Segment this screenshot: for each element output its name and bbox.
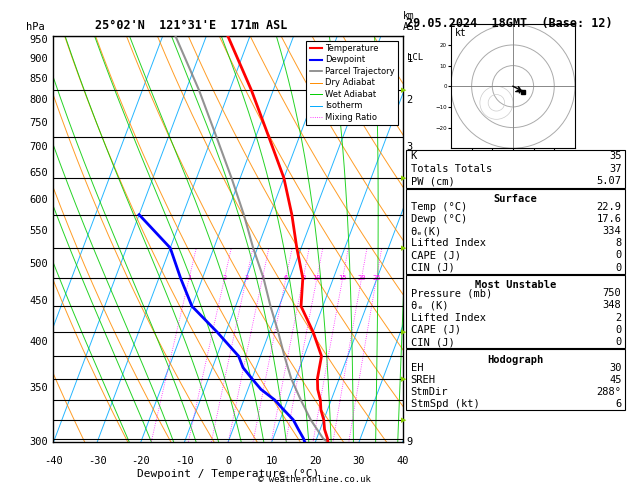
Text: 35: 35 [609,151,621,161]
Text: 400: 400 [30,337,48,347]
Text: 900: 900 [30,54,48,64]
Text: 2: 2 [407,95,413,105]
Legend: Temperature, Dewpoint, Parcel Trajectory, Dry Adiabat, Wet Adiabat, Isotherm, Mi: Temperature, Dewpoint, Parcel Trajectory… [306,41,398,125]
Text: Lifted Index: Lifted Index [411,238,486,248]
Text: 300: 300 [30,437,48,447]
Text: 30: 30 [353,456,365,467]
Text: 950: 950 [30,35,48,45]
Text: 25: 25 [372,275,381,281]
Text: kt: kt [455,28,467,38]
Text: 17.6: 17.6 [596,214,621,224]
Text: 600: 600 [30,195,48,206]
Text: 0: 0 [225,456,231,467]
Text: -30: -30 [87,456,106,467]
Text: 2: 2 [615,312,621,323]
Text: 30: 30 [609,363,621,373]
Text: 3: 3 [244,275,248,281]
Text: 29.05.2024  18GMT  (Base: 12): 29.05.2024 18GMT (Base: 12) [406,17,612,30]
Text: 350: 350 [30,383,48,394]
Text: 450: 450 [30,296,48,306]
Text: 650: 650 [30,168,48,177]
Text: hPa: hPa [26,22,44,33]
Text: 15: 15 [338,275,347,281]
Text: ▶: ▶ [401,417,407,423]
Text: 6: 6 [407,296,413,306]
Text: 0: 0 [615,262,621,273]
Text: 40: 40 [396,456,409,467]
Text: PW (cm): PW (cm) [411,176,455,186]
Text: © weatheronline.co.uk: © weatheronline.co.uk [258,474,371,484]
Text: θₑ(K): θₑ(K) [411,226,442,236]
Text: Dewpoint / Temperature (°C): Dewpoint / Temperature (°C) [137,469,319,479]
Text: 750: 750 [603,288,621,298]
Text: 0: 0 [615,250,621,260]
Text: km
ASL: km ASL [403,11,420,33]
Text: Dewp (°C): Dewp (°C) [411,214,467,224]
Text: 7: 7 [407,337,413,347]
Text: -40: -40 [44,456,63,467]
Text: 288°: 288° [596,387,621,397]
Text: Most Unstable: Most Unstable [474,280,556,290]
Text: 25°02'N  121°31'E  171m ASL: 25°02'N 121°31'E 171m ASL [96,19,287,33]
Text: 5.07: 5.07 [596,176,621,186]
Text: 0: 0 [615,337,621,347]
Text: 800: 800 [30,95,48,105]
Text: CAPE (J): CAPE (J) [411,250,460,260]
Text: 20: 20 [357,275,365,281]
Text: 6: 6 [284,275,288,281]
Text: 6: 6 [615,399,621,409]
Text: 0: 0 [615,325,621,335]
Text: 22.9: 22.9 [596,202,621,212]
Text: K: K [411,151,417,161]
Text: SREH: SREH [411,375,436,385]
Text: LCL: LCL [407,52,423,62]
Text: 10: 10 [265,456,278,467]
Text: 550: 550 [30,226,48,236]
Text: Mixing Ratio (g/kg): Mixing Ratio (g/kg) [433,188,442,291]
Text: -10: -10 [175,456,194,467]
Text: CIN (J): CIN (J) [411,337,455,347]
Text: 348: 348 [603,300,621,311]
Text: θₑ (K): θₑ (K) [411,300,448,311]
Text: ▶: ▶ [401,245,407,251]
Text: 1: 1 [407,54,413,64]
Text: Temp (°C): Temp (°C) [411,202,467,212]
Text: 2: 2 [222,275,226,281]
Text: 8: 8 [301,275,305,281]
Text: 3: 3 [407,141,413,152]
Text: -20: -20 [131,456,150,467]
Text: CIN (J): CIN (J) [411,262,455,273]
Text: 9: 9 [407,437,413,447]
Text: 4: 4 [407,195,413,206]
Text: StmDir: StmDir [411,387,448,397]
Text: Lifted Index: Lifted Index [411,312,486,323]
Text: ▶: ▶ [401,87,407,93]
Text: 1: 1 [187,275,191,281]
Text: 850: 850 [30,74,48,84]
Text: ▶: ▶ [401,175,407,181]
Text: 700: 700 [30,141,48,152]
Text: ▶: ▶ [401,329,407,335]
Text: 4: 4 [260,275,265,281]
Text: ▶: ▶ [401,376,407,382]
Text: 500: 500 [30,259,48,269]
Text: 334: 334 [603,226,621,236]
Text: 37: 37 [609,164,621,174]
Text: EH: EH [411,363,423,373]
Text: 20: 20 [309,456,321,467]
Text: Hodograph: Hodograph [487,355,543,365]
Text: 10: 10 [313,275,321,281]
Text: 750: 750 [30,118,48,128]
Text: StmSpd (kt): StmSpd (kt) [411,399,479,409]
Text: 45: 45 [609,375,621,385]
Text: 5: 5 [407,226,413,236]
Text: Surface: Surface [493,194,537,204]
Text: CAPE (J): CAPE (J) [411,325,460,335]
Text: 8: 8 [407,383,413,394]
Text: Pressure (mb): Pressure (mb) [411,288,492,298]
Text: 8: 8 [615,238,621,248]
Text: Totals Totals: Totals Totals [411,164,492,174]
